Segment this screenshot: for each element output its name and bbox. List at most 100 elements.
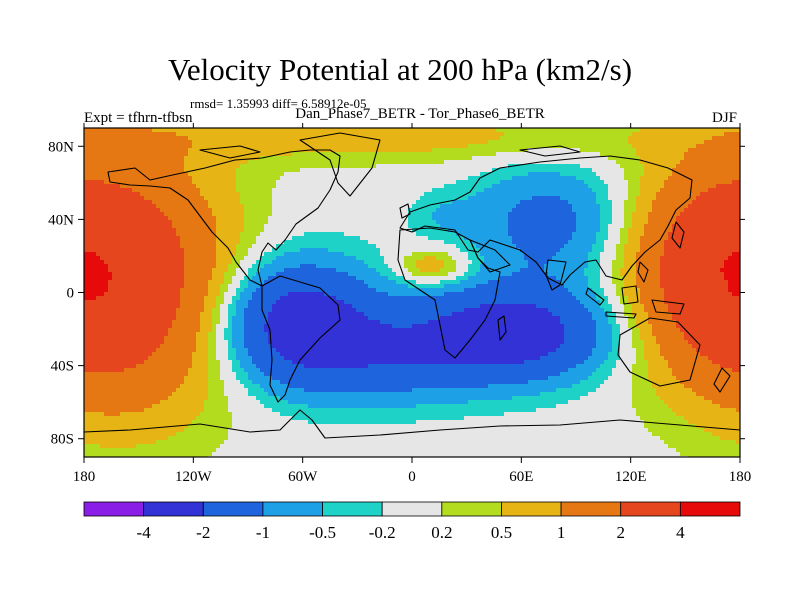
field-cell <box>396 188 401 193</box>
field-cell <box>276 196 281 201</box>
field-cell <box>648 212 653 217</box>
field-cell <box>132 224 137 229</box>
field-cell <box>304 156 309 161</box>
field-cell <box>468 208 473 213</box>
field-cell <box>340 232 345 237</box>
field-cell <box>652 136 657 141</box>
field-cell <box>548 192 553 197</box>
field-cell <box>576 232 581 237</box>
field-cell <box>564 224 569 229</box>
field-cell <box>388 172 393 177</box>
field-cell <box>688 172 693 177</box>
field-cell <box>240 164 245 169</box>
field-cell <box>180 128 185 133</box>
field-cell <box>424 240 429 245</box>
field-cell <box>204 132 209 137</box>
field-cell <box>512 188 517 193</box>
field-cell <box>320 176 325 181</box>
field-cell <box>700 188 705 193</box>
field-cell <box>384 188 389 193</box>
field-cell <box>460 236 465 241</box>
field-cell <box>484 152 489 157</box>
field-cell <box>328 156 333 161</box>
field-cell <box>324 208 329 213</box>
field-cell <box>440 152 445 157</box>
field-cell <box>556 240 561 245</box>
field-cell <box>224 204 229 209</box>
field-cell <box>120 208 125 213</box>
field-cell <box>88 220 93 225</box>
field-cell <box>704 192 709 197</box>
field-cell <box>116 200 121 205</box>
field-cell <box>508 220 513 225</box>
field-cell <box>532 240 537 245</box>
field-cell <box>308 192 313 197</box>
field-cell <box>412 160 417 165</box>
field-cell <box>140 136 145 141</box>
field-cell <box>92 248 97 253</box>
field-cell <box>352 216 357 221</box>
field-cell <box>244 148 249 153</box>
field-cell <box>448 176 453 181</box>
field-cell <box>376 188 381 193</box>
field-cell <box>712 148 717 153</box>
field-cell <box>316 248 321 253</box>
field-cell <box>420 212 425 217</box>
field-cell <box>292 132 297 137</box>
field-cell <box>680 148 685 153</box>
field-cell <box>724 128 729 133</box>
field-cell <box>304 184 309 189</box>
field-cell <box>92 216 97 221</box>
field-cell <box>628 228 633 233</box>
field-cell <box>600 216 605 221</box>
field-cell <box>260 152 265 157</box>
field-cell <box>208 220 213 225</box>
field-cell <box>492 184 497 189</box>
field-cell <box>504 192 509 197</box>
field-cell <box>184 140 189 145</box>
field-cell <box>304 248 309 253</box>
field-cell <box>268 240 273 245</box>
field-cell <box>612 164 617 169</box>
field-cell <box>548 232 553 237</box>
field-cell <box>488 132 493 137</box>
field-cell <box>416 128 421 133</box>
field-cell <box>240 248 245 253</box>
field-cell <box>620 196 625 201</box>
field-cell <box>732 232 737 237</box>
field-cell <box>580 180 585 185</box>
field-cell <box>408 140 413 145</box>
field-cell <box>304 200 309 205</box>
field-cell <box>384 220 389 225</box>
field-cell <box>636 236 641 241</box>
field-cell <box>516 200 521 205</box>
field-cell <box>180 216 185 221</box>
field-cell <box>688 140 693 145</box>
field-cell <box>92 220 97 225</box>
field-cell <box>428 228 433 233</box>
field-cell <box>520 176 525 181</box>
field-cell <box>156 164 161 169</box>
field-cell <box>460 192 465 197</box>
field-cell <box>92 212 97 217</box>
field-cell <box>432 136 437 141</box>
field-cell <box>112 232 117 237</box>
field-cell <box>208 240 213 245</box>
field-cell <box>596 160 601 165</box>
field-cell <box>132 192 137 197</box>
field-cell <box>176 144 181 149</box>
field-cell <box>380 168 385 173</box>
field-cell <box>300 184 305 189</box>
field-cell <box>336 152 341 157</box>
field-cell <box>340 176 345 181</box>
field-cell <box>140 132 145 137</box>
field-cell <box>456 172 461 177</box>
field-cell <box>216 192 221 197</box>
field-cell <box>280 176 285 181</box>
field-cell <box>604 216 609 221</box>
field-cell <box>356 224 361 229</box>
field-cell <box>432 236 437 241</box>
field-cell <box>184 212 189 217</box>
field-cell <box>700 244 705 249</box>
field-cell <box>664 172 669 177</box>
